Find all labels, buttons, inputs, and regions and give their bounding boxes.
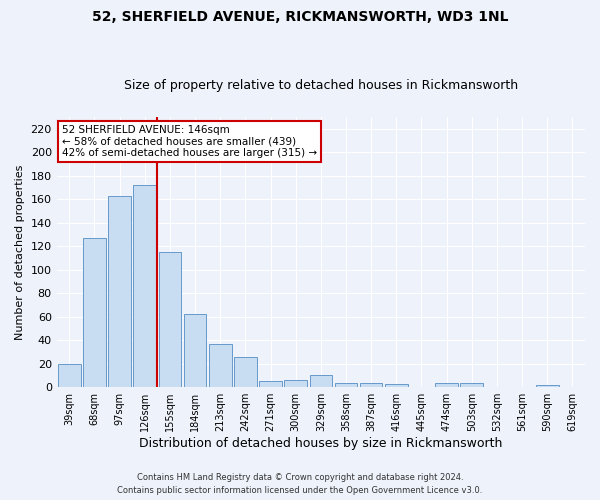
Bar xyxy=(83,238,106,387)
Bar xyxy=(108,196,131,387)
Bar xyxy=(184,314,206,387)
Y-axis label: Number of detached properties: Number of detached properties xyxy=(15,164,25,340)
Bar xyxy=(335,382,358,387)
Bar xyxy=(284,380,307,387)
Bar xyxy=(536,385,559,387)
Bar xyxy=(158,252,181,387)
Bar xyxy=(234,356,257,387)
X-axis label: Distribution of detached houses by size in Rickmansworth: Distribution of detached houses by size … xyxy=(139,437,503,450)
Text: 52 SHERFIELD AVENUE: 146sqm
← 58% of detached houses are smaller (439)
42% of se: 52 SHERFIELD AVENUE: 146sqm ← 58% of det… xyxy=(62,125,317,158)
Bar xyxy=(460,382,483,387)
Bar xyxy=(209,344,232,387)
Bar xyxy=(259,382,282,387)
Bar xyxy=(385,384,407,387)
Bar xyxy=(436,382,458,387)
Text: 52, SHERFIELD AVENUE, RICKMANSWORTH, WD3 1NL: 52, SHERFIELD AVENUE, RICKMANSWORTH, WD3… xyxy=(92,10,508,24)
Bar xyxy=(360,382,382,387)
Text: Contains HM Land Registry data © Crown copyright and database right 2024.
Contai: Contains HM Land Registry data © Crown c… xyxy=(118,474,482,495)
Title: Size of property relative to detached houses in Rickmansworth: Size of property relative to detached ho… xyxy=(124,79,518,92)
Bar xyxy=(310,376,332,387)
Bar xyxy=(58,364,80,387)
Bar xyxy=(133,185,156,387)
